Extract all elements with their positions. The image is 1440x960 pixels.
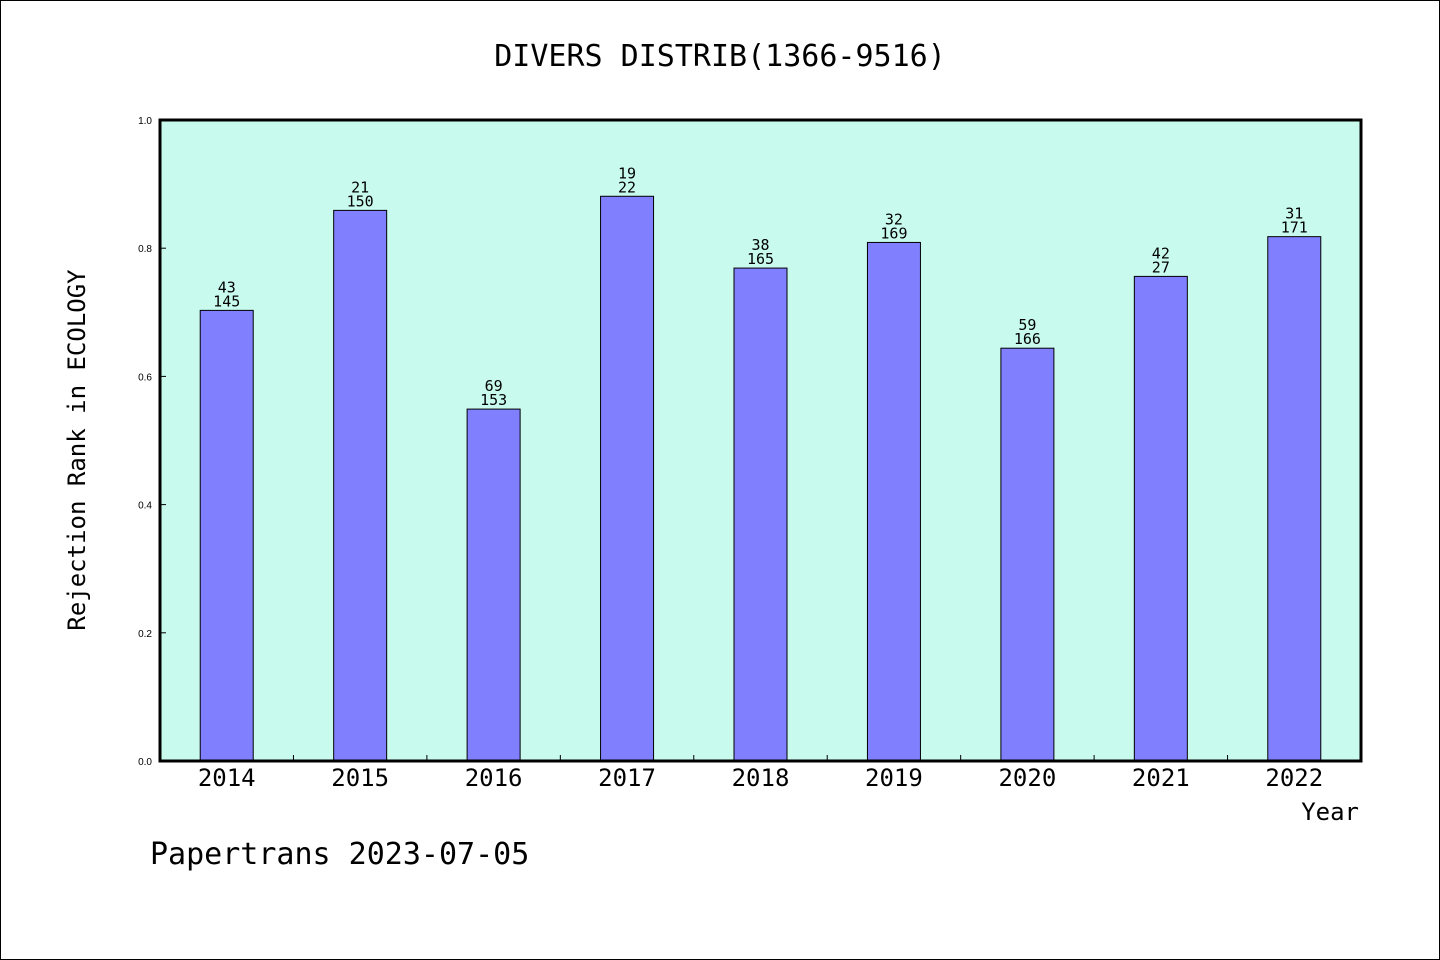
- bar-2017: [600, 195, 655, 762]
- bar-2015: [333, 209, 388, 762]
- y-tick-label: 1.0: [138, 116, 152, 127]
- x-axis-label: Year: [1301, 798, 1359, 826]
- y-tick-label: 0.0: [138, 757, 152, 768]
- x-tick-label: 2018: [732, 764, 790, 792]
- x-tick-label: 2020: [998, 764, 1056, 792]
- plot-border: [158, 118, 1363, 763]
- bar-label-top: 69: [485, 377, 503, 395]
- bar-label-bottom: 171: [1281, 219, 1308, 237]
- bar-label-top: 43: [218, 278, 236, 296]
- y-tick-label: 0.6: [138, 372, 152, 383]
- bar-2022: [1267, 236, 1322, 762]
- bar-2021: [1133, 275, 1188, 762]
- bar-2016: [466, 408, 521, 762]
- y-tick-label: 0.4: [138, 501, 152, 512]
- bar-label-top: 19: [618, 164, 636, 182]
- bar-label-bottom: 153: [480, 391, 507, 409]
- x-tick-label: 2022: [1265, 764, 1323, 792]
- bar-label-bottom: 145: [213, 292, 240, 310]
- bar-label-top: 59: [1018, 316, 1036, 334]
- footer-text: Papertrans 2023-07-05: [150, 837, 529, 872]
- bar-2018: [733, 267, 788, 762]
- bar-2020: [1000, 347, 1055, 762]
- bar-label-top: 38: [751, 236, 769, 254]
- bar-label-bottom: 150: [347, 192, 374, 210]
- bar-label-bottom: 165: [747, 250, 774, 268]
- bar-label-bottom: 166: [1014, 330, 1041, 348]
- bar-label-top: 32: [885, 210, 903, 228]
- y-tick-label: 0.2: [138, 629, 152, 640]
- bar-label-top: 42: [1152, 244, 1170, 262]
- y-axis-label: Rejection Rank in ECOLOGY: [63, 269, 91, 631]
- bar-label-bottom: 169: [880, 224, 907, 242]
- bar-label-bottom: 27: [1152, 258, 1170, 276]
- x-tick-label: 2021: [1132, 764, 1190, 792]
- x-tick-label: 2016: [465, 764, 523, 792]
- bar-label-top: 31: [1285, 205, 1303, 223]
- x-axis: 2014 2015 2016 2017 2018 2019 2020 2021 2022: [198, 755, 1323, 792]
- bar-2014: [199, 309, 254, 762]
- chart-title: DIVERS DISTRIB(1366-9516): [494, 39, 946, 74]
- x-tick-label: 2015: [331, 764, 389, 792]
- y-tick-label: 0.8: [138, 244, 152, 255]
- x-tick-label: 2019: [865, 764, 923, 792]
- x-tick-label: 2017: [598, 764, 656, 792]
- bar-label-top: 21: [351, 178, 369, 196]
- bar-label-bottom: 22: [618, 178, 636, 196]
- bar-2019: [866, 241, 921, 762]
- x-tick-label: 2014: [198, 764, 256, 792]
